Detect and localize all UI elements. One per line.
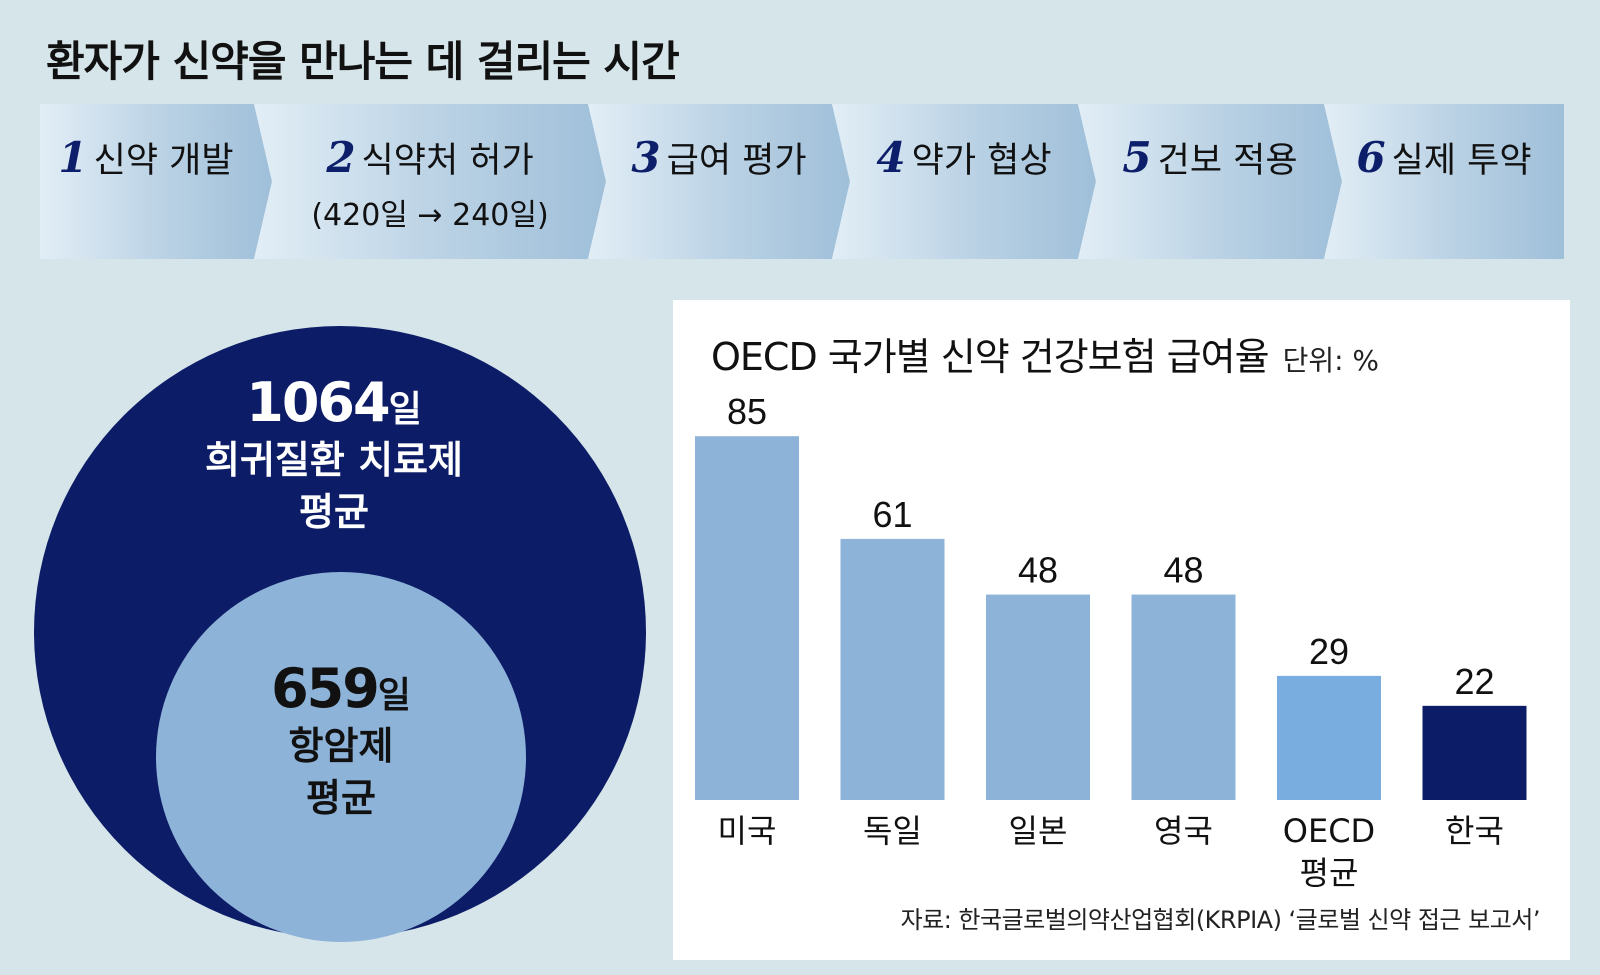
step-4: 4 약가 협상 xyxy=(832,104,1096,259)
category-label: 한국 xyxy=(1445,812,1504,850)
anticancer-label: 659일 항암제 평균 xyxy=(166,658,516,824)
bar-2 xyxy=(986,594,1090,800)
category-label: 평균 xyxy=(1300,854,1359,892)
bar-value-label: 22 xyxy=(1454,661,1494,702)
chart-unit: 단위: % xyxy=(1282,344,1380,377)
anticancer-average: 평균 xyxy=(306,776,376,820)
anticancer-circle xyxy=(156,572,526,942)
rare-disease-days: 1064 xyxy=(246,371,390,434)
bar-5 xyxy=(1422,705,1527,800)
process-steps: 1 신약 개발 2 식약처 허가 (420일 → 240일) 3 급여 평가 4 약가 … xyxy=(40,104,1564,259)
step-number: 1 xyxy=(58,133,88,182)
main-title: 환자가 신약을 만나는 데 걸리는 시간 xyxy=(46,37,680,86)
bar-4 xyxy=(1277,675,1381,800)
anticancer-days: 659 xyxy=(271,657,380,720)
step-6: 6 실제 투약 xyxy=(1324,104,1564,259)
bar-chart: 85 미국 61 독일 48 일본 48 영국 29 OECD 평균 22 한국 xyxy=(695,391,1527,892)
rare-disease-name: 희귀질환 치료제 xyxy=(205,438,463,482)
step-number: 4 xyxy=(876,133,906,182)
chart-title-row: OECD 국가별 신약 건강보험 급여율 단위: % xyxy=(711,326,1379,381)
bar-value-label: 48 xyxy=(1163,550,1203,591)
step-5: 5 건보 적용 xyxy=(1078,104,1342,259)
day-unit: 일 xyxy=(377,675,411,716)
step-number: 3 xyxy=(631,133,661,182)
chart-title: OECD 국가별 신약 건강보험 급여율 xyxy=(711,335,1270,379)
step-duration: (420일 → 240일) xyxy=(311,198,549,233)
bar-3 xyxy=(1131,594,1236,800)
step-number: 2 xyxy=(326,133,356,182)
bar-value-label: 85 xyxy=(727,391,767,432)
step-label: 급여 평가 xyxy=(666,141,807,181)
step-label: 신약 개발 xyxy=(93,141,234,181)
step-number: 6 xyxy=(1356,133,1386,182)
step-2: 2 식약처 허가 (420일 → 240일) xyxy=(254,104,606,259)
bar-value-label: 29 xyxy=(1309,631,1349,672)
rare-disease-label: 1064일 희귀질환 치료제 평균 xyxy=(134,372,534,538)
step-3: 3 급여 평가 xyxy=(588,104,850,259)
category-label: OECD xyxy=(1283,812,1375,850)
step-number: 5 xyxy=(1122,133,1152,182)
rare-disease-average: 평균 xyxy=(299,490,369,534)
category-label: 미국 xyxy=(718,812,777,850)
source-note: 자료: 한국글로벌의약산업협회(KRPIA) ‘글로벌 신약 접근 보고서’ xyxy=(900,906,1541,934)
category-label: 독일 xyxy=(863,812,922,850)
bar-value-label: 48 xyxy=(1018,550,1058,591)
step-1: 1 신약 개발 xyxy=(40,104,272,259)
step-label: 약가 협상 xyxy=(911,141,1052,181)
anticancer-name: 항암제 xyxy=(288,724,394,768)
chart-panel: OECD 국가별 신약 건강보험 급여율 단위: % 85 미국 61 독일 48 일본 48… xyxy=(673,300,1570,960)
step-label: 실제 투약 xyxy=(1391,141,1532,181)
category-label: 영국 xyxy=(1154,812,1213,850)
step-label: 식약처 허가 xyxy=(361,141,534,181)
bar-value-label: 61 xyxy=(872,494,912,535)
day-unit: 일 xyxy=(388,389,422,430)
step-label: 건보 적용 xyxy=(1157,141,1298,181)
bar-1 xyxy=(840,538,945,800)
category-label: 일본 xyxy=(1009,812,1068,850)
bar-0 xyxy=(695,436,799,800)
